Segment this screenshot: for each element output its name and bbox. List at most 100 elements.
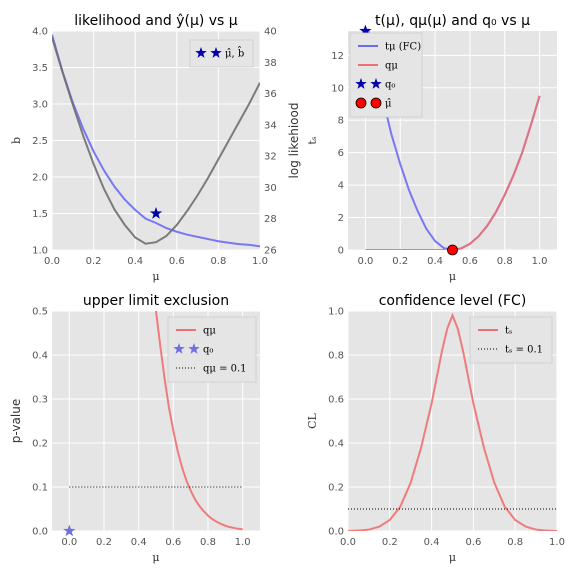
data-point xyxy=(249,102,251,104)
data-point xyxy=(399,506,401,508)
data-point xyxy=(166,227,168,229)
legend-circle-icon xyxy=(355,97,367,109)
data-point xyxy=(164,378,166,380)
star-marker xyxy=(149,207,163,219)
data-point xyxy=(186,210,188,212)
x-tick-label: 0.6 xyxy=(465,537,481,548)
data-point xyxy=(190,490,192,492)
data-point xyxy=(365,14,367,16)
data-point xyxy=(186,480,188,482)
data-point xyxy=(51,34,53,36)
data-point xyxy=(186,234,188,236)
legend-label: qμ = 0.1 xyxy=(203,364,247,375)
data-point xyxy=(233,527,235,529)
data-point xyxy=(347,508,349,510)
data-point xyxy=(69,486,71,488)
legend-label: tₛ xyxy=(505,326,512,337)
legend-star-icon xyxy=(370,78,382,89)
y-tick-label: 0.2 xyxy=(328,483,344,494)
legend-label: μ̂, b̂ xyxy=(225,46,244,59)
data-point xyxy=(194,499,196,501)
data-point xyxy=(487,225,489,227)
y-tick-label: 0.2 xyxy=(32,439,48,450)
data-point xyxy=(452,315,454,317)
legend-star-icon xyxy=(355,78,367,89)
series-line-2 xyxy=(52,36,260,245)
data-point xyxy=(82,135,84,137)
y-axis-label: CL xyxy=(306,412,319,428)
data-point xyxy=(504,506,506,508)
data-point xyxy=(446,328,448,330)
data-point xyxy=(443,247,445,249)
x-tick-label: 0.8 xyxy=(200,537,216,548)
data-point xyxy=(176,231,178,233)
x-tick-label: 0.4 xyxy=(131,537,147,548)
y-right-tick-label: 38 xyxy=(264,58,277,69)
legend-label: q₀ xyxy=(385,80,395,91)
data-point xyxy=(62,71,64,73)
data-point xyxy=(426,249,428,251)
data-point xyxy=(134,237,136,239)
x-tick-label: 0.8 xyxy=(210,256,226,267)
legend: tμ (FC) qμ q₀ μ̂ xyxy=(349,32,423,118)
y-tick-label: 8 xyxy=(338,116,344,127)
data-point xyxy=(229,526,231,528)
data-point xyxy=(504,194,506,196)
data-point xyxy=(434,249,436,251)
data-point xyxy=(368,529,370,531)
y-tick-label: 0.1 xyxy=(32,483,48,494)
data-point xyxy=(443,249,445,251)
data-point xyxy=(145,218,147,220)
chart-title: upper limit exclusion xyxy=(83,293,229,309)
data-point xyxy=(417,249,419,251)
y-tick-label: 3.5 xyxy=(32,63,48,74)
x-axis-label: μ xyxy=(152,270,159,283)
data-point xyxy=(408,249,410,251)
data-point xyxy=(420,447,422,449)
data-point xyxy=(535,529,537,531)
x-tick-label: 0.6 xyxy=(462,256,478,267)
legend: μ̂, b̂ xyxy=(189,39,254,68)
x-tick-label: 0.0 xyxy=(61,537,77,548)
data-point xyxy=(441,350,443,352)
chart-panel-2: 0.0 0.2 0.4 0.6 0.8 1.0 0 2 4 6 8 10 12 t(μ), qμ(μ) a… xyxy=(306,13,557,283)
data-point xyxy=(203,510,205,512)
data-point xyxy=(391,134,393,136)
x-tick-label: 0.0 xyxy=(357,256,373,267)
data-point xyxy=(218,240,220,242)
y-tick-label: 0.4 xyxy=(328,439,344,450)
x-tick-label: 0.0 xyxy=(44,256,60,267)
chart-panel-1: 0.0 0.2 0.4 0.6 0.8 1.0 1.0 1.5 2.0 2.5 3.0 3.5 4.0 2… xyxy=(10,13,301,283)
legend: qμ q₀ qμ = 0.1 xyxy=(167,316,257,383)
data-point xyxy=(181,466,183,468)
data-point xyxy=(259,246,261,248)
legend-label: tμ (FC) xyxy=(385,42,421,53)
data-point xyxy=(556,530,558,532)
data-point xyxy=(197,236,199,238)
data-point xyxy=(473,403,475,405)
y-tick-label: 0.8 xyxy=(328,351,344,362)
legend-label: qμ xyxy=(203,326,216,337)
data-point xyxy=(434,240,436,242)
y-axis-label: tₛ xyxy=(306,136,319,144)
legend-star-icon xyxy=(195,47,207,58)
x-axis-label: μ xyxy=(449,551,456,564)
legend-circle-icon xyxy=(370,97,382,109)
data-point xyxy=(207,238,209,240)
data-point xyxy=(514,519,516,521)
x-tick-label: 0.0 xyxy=(340,537,356,548)
x-tick-label: 1.0 xyxy=(532,256,548,267)
y-right-tick-label: 40 xyxy=(264,27,277,38)
legend-star-icon xyxy=(173,343,185,354)
data-point xyxy=(124,199,126,201)
data-point xyxy=(460,248,462,250)
data-point xyxy=(365,249,367,251)
data-point xyxy=(176,224,178,226)
data-point xyxy=(218,158,220,160)
star-marker xyxy=(63,524,76,537)
data-point xyxy=(382,249,384,251)
data-point xyxy=(483,447,485,449)
data-point xyxy=(160,345,162,347)
y-tick-label: 10 xyxy=(331,83,344,94)
data-point xyxy=(539,95,541,97)
